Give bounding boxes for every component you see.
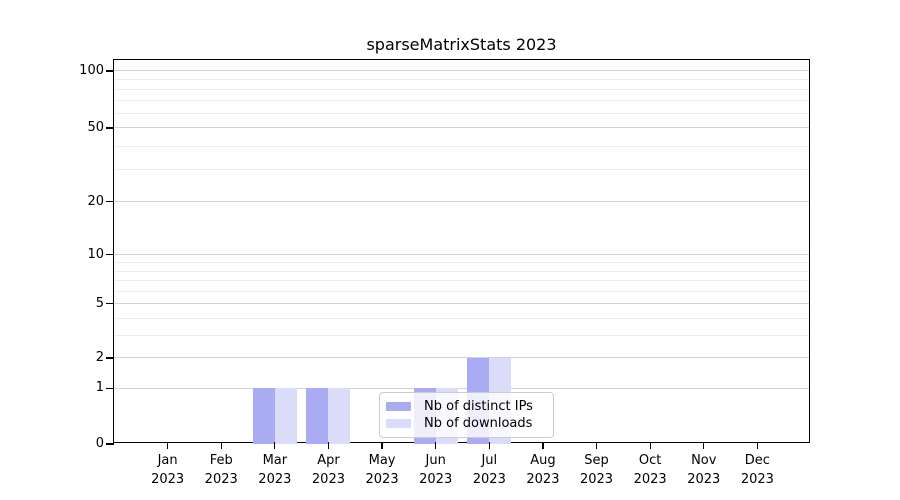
gridline-70 bbox=[114, 99, 809, 101]
x-tick-aug bbox=[542, 442, 544, 449]
legend-swatch-downloads bbox=[386, 419, 411, 428]
x-tick-year: 2023 bbox=[579, 472, 614, 487]
y-tick-label-10: 10 bbox=[87, 246, 104, 262]
y-tick-label-5: 5 bbox=[95, 295, 104, 311]
x-tick-label-feb: Feb 2023 bbox=[191, 451, 251, 489]
legend: Nb of distinct IPs Nb of downloads bbox=[379, 392, 554, 438]
y-tick-label-100: 100 bbox=[79, 62, 104, 78]
x-tick-month: Jun bbox=[425, 453, 446, 468]
y-tick-10 bbox=[106, 254, 114, 256]
x-tick-label-jun: Jun 2023 bbox=[406, 451, 466, 489]
x-tick-label-apr: Apr 2023 bbox=[298, 451, 358, 489]
legend-entry-distinct-ips: Nb of distinct IPs bbox=[386, 398, 546, 415]
x-tick-month: Aug bbox=[530, 453, 556, 468]
bar-nb-of-downloads-apr bbox=[328, 388, 351, 444]
x-tick-month: Jul bbox=[481, 453, 498, 468]
y-tick-label-0: 0 bbox=[95, 436, 104, 451]
gridline-9 bbox=[114, 262, 809, 264]
x-tick-year: 2023 bbox=[633, 472, 667, 487]
x-tick-month: Sep bbox=[584, 453, 609, 468]
x-tick-jul bbox=[488, 442, 490, 449]
x-tick-year: 2023 bbox=[204, 472, 238, 487]
x-tick-jan bbox=[167, 442, 169, 449]
x-tick-year: 2023 bbox=[740, 472, 774, 487]
gridline-100 bbox=[114, 70, 809, 72]
y-tick-label-20: 20 bbox=[87, 193, 104, 209]
gridline-20 bbox=[114, 201, 809, 203]
bar-nb-of-distinct-ips-mar bbox=[252, 388, 275, 444]
chart-title: sparseMatrixStats 2023 bbox=[366, 35, 557, 54]
gridline-4 bbox=[114, 317, 809, 319]
x-tick-label-jul: Jul 2023 bbox=[459, 451, 519, 489]
gridline-6 bbox=[114, 290, 809, 292]
x-tick-year: 2023 bbox=[365, 472, 399, 487]
x-tick-month: Apr bbox=[317, 453, 340, 468]
gridline-5 bbox=[114, 303, 809, 305]
gridline-80 bbox=[114, 88, 809, 90]
y-tick-100 bbox=[106, 70, 114, 72]
x-tick-month: Mar bbox=[262, 453, 288, 468]
legend-label-distinct-ips: Nb of distinct IPs bbox=[424, 399, 533, 414]
x-tick-feb bbox=[220, 442, 222, 449]
legend-swatch-distinct-ips bbox=[386, 402, 411, 411]
x-tick-year: 2023 bbox=[687, 472, 721, 487]
y-tick-2 bbox=[106, 357, 114, 359]
x-tick-sep bbox=[595, 442, 598, 449]
y-tick-label-1: 1 bbox=[95, 380, 104, 396]
x-tick-label-aug: Aug 2023 bbox=[513, 451, 573, 489]
x-tick-month: Nov bbox=[691, 453, 717, 468]
x-tick-month: Oct bbox=[638, 453, 662, 468]
gridline-90 bbox=[114, 79, 809, 81]
gridline-40 bbox=[114, 145, 809, 147]
gridline-10 bbox=[114, 254, 809, 256]
x-tick-month: Dec bbox=[744, 453, 770, 468]
x-tick-label-may: May 2023 bbox=[352, 451, 412, 489]
y-tick-0 bbox=[106, 443, 114, 445]
x-tick-year: 2023 bbox=[258, 472, 292, 487]
gridline-3 bbox=[114, 335, 809, 337]
x-tick-year: 2023 bbox=[526, 472, 560, 487]
x-tick-mar bbox=[274, 442, 276, 449]
x-tick-label-nov: Nov 2023 bbox=[674, 451, 734, 489]
x-tick-year: 2023 bbox=[311, 472, 345, 487]
x-tick-oct bbox=[649, 442, 651, 449]
x-tick-nov bbox=[703, 442, 705, 449]
x-tick-label-mar: Mar 2023 bbox=[245, 451, 305, 489]
x-tick-label-dec: Dec 2023 bbox=[727, 451, 787, 489]
x-tick-month: May bbox=[368, 453, 396, 468]
x-tick-may bbox=[381, 442, 383, 449]
x-tick-year: 2023 bbox=[419, 472, 453, 487]
y-tick-5 bbox=[106, 303, 114, 305]
y-tick-50 bbox=[106, 127, 114, 129]
gridline-50 bbox=[114, 127, 809, 129]
gridline-1 bbox=[114, 387, 809, 389]
x-tick-dec bbox=[756, 442, 758, 449]
gridline-7 bbox=[114, 280, 809, 282]
x-tick-label-jan: Jan 2023 bbox=[138, 451, 198, 489]
plot-area: 100 50 20 10 5 2 1 0 Jan 2023 Feb 2023 Mar 2023 Apr 20… bbox=[79, 59, 810, 487]
x-tick-label-oct: Oct 2023 bbox=[620, 451, 680, 489]
x-tick-apr bbox=[327, 442, 330, 449]
y-tick-label-50: 50 bbox=[87, 119, 104, 135]
gridline-2 bbox=[114, 357, 809, 359]
bar-nb-of-downloads-mar bbox=[274, 388, 297, 444]
x-tick-month: Feb bbox=[209, 453, 233, 468]
x-tick-year: 2023 bbox=[151, 472, 185, 487]
gridline-8 bbox=[114, 270, 809, 272]
x-tick-jun bbox=[435, 442, 437, 449]
gridline-30 bbox=[114, 168, 809, 170]
x-tick-year: 2023 bbox=[472, 472, 506, 487]
x-tick-month: Jan bbox=[157, 453, 178, 468]
legend-label-downloads: Nb of downloads bbox=[424, 416, 533, 431]
bar-nb-of-distinct-ips-apr bbox=[306, 388, 329, 444]
y-tick-label-2: 2 bbox=[95, 349, 104, 365]
y-tick-20 bbox=[106, 201, 114, 203]
x-tick-label-sep: Sep 2023 bbox=[567, 451, 627, 489]
gridline-60 bbox=[114, 112, 809, 114]
legend-entry-downloads: Nb of downloads bbox=[386, 415, 546, 432]
y-tick-1 bbox=[106, 387, 114, 389]
